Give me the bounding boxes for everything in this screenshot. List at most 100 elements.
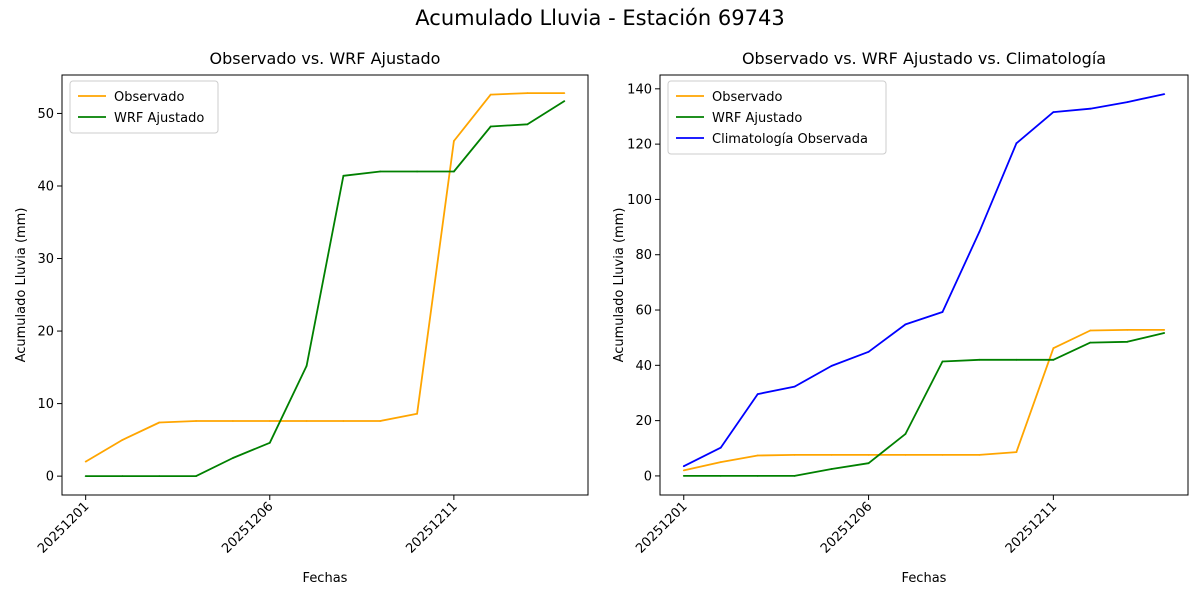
data-point bbox=[305, 420, 308, 422]
data-point bbox=[867, 350, 870, 353]
data-point bbox=[756, 475, 759, 477]
series-line-3 bbox=[683, 93, 1165, 468]
data-point bbox=[121, 475, 124, 477]
legend-box bbox=[667, 80, 887, 155]
data-point bbox=[232, 457, 234, 459]
data-point bbox=[682, 475, 685, 477]
axes-frame bbox=[659, 74, 1189, 496]
y-tick-label: 120 bbox=[627, 138, 652, 153]
data-point bbox=[756, 454, 759, 457]
y-tick-label: 80 bbox=[635, 248, 652, 263]
data-point bbox=[941, 454, 944, 456]
data-point bbox=[453, 140, 455, 142]
data-point bbox=[830, 468, 833, 470]
data-point bbox=[1126, 329, 1129, 331]
y-tick-label: 140 bbox=[627, 82, 652, 97]
data-point bbox=[1126, 101, 1129, 103]
legend-label: WRF Ajustado bbox=[712, 111, 802, 126]
y-tick-label: 20 bbox=[635, 414, 652, 429]
series-line-1 bbox=[85, 92, 565, 463]
data-point bbox=[941, 360, 944, 363]
data-point bbox=[719, 475, 722, 477]
series-line-1 bbox=[683, 328, 1165, 472]
data-point bbox=[268, 441, 271, 444]
data-point bbox=[84, 475, 87, 477]
data-point bbox=[1089, 107, 1092, 110]
data-point bbox=[1015, 358, 1018, 361]
legend-label: Observado bbox=[114, 90, 185, 105]
data-point bbox=[195, 475, 198, 477]
data-point bbox=[489, 93, 492, 96]
series-line-2 bbox=[683, 332, 1165, 477]
data-point bbox=[682, 469, 685, 472]
legend-label: Observado bbox=[712, 90, 783, 105]
data-point bbox=[830, 454, 833, 456]
data-point bbox=[563, 92, 566, 94]
data-point bbox=[158, 421, 161, 424]
data-point bbox=[526, 123, 529, 126]
data-point bbox=[489, 125, 492, 128]
data-point bbox=[563, 100, 566, 102]
x-tick-label: 20251206 bbox=[818, 499, 875, 556]
data-point bbox=[941, 311, 944, 313]
data-point bbox=[379, 170, 382, 173]
y-tick-label: 40 bbox=[635, 359, 652, 374]
x-tick-label: 20251206 bbox=[219, 499, 276, 556]
data-point bbox=[756, 393, 759, 395]
data-point bbox=[793, 385, 796, 388]
data-point bbox=[453, 170, 455, 173]
figure-title: Acumulado Lluvia - Estación 69743 bbox=[415, 6, 785, 30]
data-point bbox=[379, 420, 382, 422]
x-axis-label: Fechas bbox=[902, 571, 947, 586]
data-point bbox=[978, 358, 981, 361]
y-tick-label: 60 bbox=[635, 304, 652, 319]
chart-title: Observado vs. WRF Ajustado vs. Climatolo… bbox=[742, 49, 1106, 68]
data-point bbox=[1052, 111, 1055, 113]
x-axis-label: Fechas bbox=[303, 571, 348, 586]
data-point bbox=[158, 475, 161, 477]
legend-label: WRF Ajustado bbox=[114, 111, 204, 126]
y-axis-label: Acumulado Lluvia (mm) bbox=[14, 208, 29, 363]
y-tick-label: 0 bbox=[644, 469, 652, 484]
data-point bbox=[682, 465, 685, 468]
y-tick-label: 10 bbox=[37, 397, 54, 412]
data-point bbox=[195, 420, 198, 422]
data-point bbox=[342, 174, 345, 177]
data-point bbox=[719, 446, 722, 449]
y-tick-label: 100 bbox=[627, 193, 652, 208]
data-point bbox=[305, 365, 308, 367]
data-point bbox=[719, 461, 722, 463]
data-point bbox=[978, 230, 981, 233]
data-point bbox=[84, 460, 87, 463]
x-tick-label: 20251211 bbox=[403, 499, 460, 556]
y-tick-label: 0 bbox=[46, 470, 54, 485]
legend-box bbox=[69, 80, 219, 134]
y-tick-label: 40 bbox=[37, 179, 54, 194]
x-tick-label: 20251201 bbox=[35, 499, 92, 556]
data-point bbox=[232, 420, 234, 422]
data-point bbox=[1015, 451, 1018, 453]
axes-frame bbox=[61, 74, 589, 496]
x-tick-label: 20251211 bbox=[1003, 499, 1060, 556]
data-point bbox=[793, 475, 796, 477]
chart-panel-2: Observado vs. WRF Ajustado vs. Climatolo… bbox=[612, 49, 1189, 586]
data-point bbox=[1089, 341, 1092, 344]
data-point bbox=[1052, 347, 1055, 350]
chart-title: Observado vs. WRF Ajustado bbox=[210, 49, 441, 68]
data-point bbox=[416, 170, 418, 173]
data-point bbox=[1126, 340, 1129, 343]
data-point bbox=[1052, 358, 1055, 361]
data-point bbox=[342, 420, 345, 422]
data-point bbox=[121, 439, 124, 441]
series-line-2 bbox=[85, 100, 565, 478]
data-point bbox=[830, 365, 833, 367]
x-tick-label: 20251201 bbox=[633, 499, 690, 556]
y-tick-label: 50 bbox=[37, 107, 54, 122]
data-point bbox=[268, 420, 271, 422]
data-point bbox=[1163, 332, 1166, 334]
data-point bbox=[867, 454, 870, 456]
y-tick-label: 30 bbox=[37, 252, 54, 267]
data-point bbox=[1015, 142, 1018, 145]
